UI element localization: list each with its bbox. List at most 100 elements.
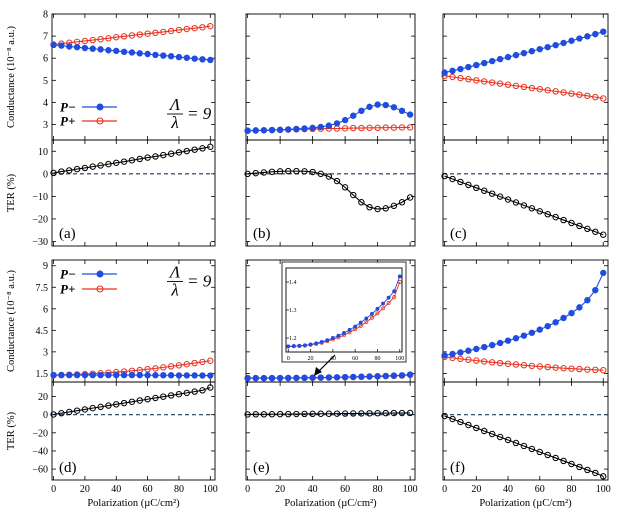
p-minus-series-point bbox=[449, 67, 456, 75]
p-minus-series-point bbox=[366, 103, 373, 111]
ter-series-point bbox=[481, 187, 488, 194]
p-minus-series-point bbox=[600, 269, 607, 277]
p-plus-series-point bbox=[160, 28, 167, 36]
inset-p-minus-series-point bbox=[397, 274, 402, 279]
p-minus-series-point bbox=[488, 57, 496, 65]
panel-row2-ter-col0: 200−20−40−600 20 40 60 80 100(d)Polarization … bbox=[32, 381, 218, 509]
inset-p-minus-series-point bbox=[347, 327, 352, 332]
p-minus-series-point bbox=[473, 345, 480, 353]
p-minus-series-point bbox=[58, 371, 65, 379]
inset-p-plus-series-point bbox=[364, 320, 369, 324]
ter-series-point bbox=[301, 410, 308, 418]
p-plus-series-point bbox=[144, 366, 151, 373]
ter-series-point bbox=[528, 445, 536, 453]
ter-series-point bbox=[512, 199, 520, 206]
p-minus-series-point bbox=[268, 126, 276, 134]
ter-series-point bbox=[536, 448, 543, 456]
p-minus-series-point bbox=[390, 372, 398, 379]
ter-series-point bbox=[160, 151, 167, 159]
p-minus-series-point bbox=[301, 125, 308, 132]
ter-series-point bbox=[301, 168, 308, 175]
p-minus-series-point bbox=[260, 374, 268, 382]
ter-series-point bbox=[252, 411, 259, 418]
inset-p-minus-series-point bbox=[308, 342, 313, 347]
inset-p-minus-series-point bbox=[297, 343, 302, 348]
inset-arrowhead bbox=[314, 367, 322, 376]
panel-row1-conductance-col0: 3 4 5 6 7 8 bbox=[43, 10, 216, 141]
x-tick-label: 60 bbox=[340, 484, 350, 495]
y-axis-label: Conductance (10⁻⁸ a.u.) bbox=[6, 26, 17, 128]
p-minus-series-point bbox=[350, 112, 357, 119]
ter-series-point bbox=[592, 469, 599, 477]
inset-p-plus-series-point bbox=[397, 280, 402, 284]
ter-series-point bbox=[199, 145, 206, 152]
panel-row1-conductance-col2 bbox=[441, 13, 609, 141]
p-minus-series-point bbox=[144, 372, 151, 379]
ter-series-point bbox=[58, 410, 65, 417]
p-minus-series-point bbox=[285, 126, 292, 133]
x-tick-label: 100 bbox=[203, 484, 218, 495]
p-minus-series-point bbox=[325, 122, 333, 129]
ter-series-point bbox=[81, 164, 89, 172]
ter-series-point bbox=[449, 175, 456, 183]
p-minus-series-point bbox=[50, 41, 57, 49]
ter-series-point bbox=[366, 204, 373, 211]
p-minus-series-point bbox=[191, 372, 198, 379]
ter-series-point bbox=[309, 410, 316, 418]
p-plus-series-point bbox=[592, 93, 599, 101]
p-minus-series-point bbox=[528, 329, 536, 336]
y-tick-label: 5 bbox=[43, 76, 48, 87]
ter-series-point bbox=[191, 146, 198, 153]
p-minus-series-point bbox=[584, 33, 591, 40]
p-plus-series-point bbox=[191, 359, 198, 367]
p-plus-series-point bbox=[199, 358, 206, 366]
p-minus-series-point bbox=[382, 372, 389, 380]
y-tick-label: 0 bbox=[43, 410, 48, 421]
p-minus-series-point bbox=[520, 49, 528, 57]
ter-series-point bbox=[152, 153, 159, 160]
x-tick-label: 40 bbox=[308, 484, 318, 495]
ter-series-point bbox=[488, 430, 496, 438]
p-plus-series-point bbox=[152, 29, 159, 36]
p-plus-series-point bbox=[175, 362, 183, 369]
ter-series-point bbox=[325, 173, 333, 180]
p-plus-series-point bbox=[520, 362, 528, 369]
ter-series-point bbox=[366, 410, 373, 417]
y-tick-label: −60 bbox=[32, 465, 48, 476]
p-plus-series-point bbox=[512, 82, 520, 90]
p-minus-series-point bbox=[366, 373, 373, 380]
ter-series-point bbox=[600, 473, 607, 480]
p-plus-series-point bbox=[465, 356, 472, 363]
p-minus-series-point bbox=[398, 372, 406, 379]
panel-label: (c) bbox=[450, 226, 467, 242]
x-tick-label: 20 bbox=[275, 484, 285, 495]
y-tick-label: −30 bbox=[32, 237, 48, 248]
ter-series-point bbox=[113, 401, 120, 408]
p-minus-series-point bbox=[374, 373, 381, 380]
p-plus-series-point bbox=[449, 73, 456, 81]
p-plus-series-point bbox=[504, 81, 512, 88]
ter-series-point bbox=[293, 167, 300, 175]
ter-series-line bbox=[444, 175, 604, 236]
ter-series-point bbox=[544, 211, 551, 218]
p-minus-series-point bbox=[244, 374, 251, 382]
p-minus-series-point bbox=[473, 61, 480, 69]
inset-x-tick-label: 80 bbox=[374, 356, 380, 362]
p-minus-series-point bbox=[441, 69, 448, 76]
p-plus-series-point bbox=[473, 357, 480, 364]
p-minus-series-point bbox=[544, 43, 551, 51]
ter-series-point bbox=[97, 162, 104, 169]
ter-series-point bbox=[317, 170, 324, 178]
p-minus-series-point bbox=[207, 372, 214, 379]
ter-series-point bbox=[120, 158, 128, 165]
p-plus-series-point bbox=[584, 366, 591, 373]
p-plus-series-point bbox=[584, 92, 591, 99]
panel-label: (e) bbox=[253, 460, 270, 476]
ter-series-point bbox=[66, 167, 73, 174]
p-plus-series-point bbox=[398, 124, 406, 131]
p-minus-series-point bbox=[350, 373, 357, 381]
p-plus-series-point bbox=[390, 124, 398, 131]
p-minus-series-point bbox=[568, 309, 575, 317]
ter-series-point bbox=[325, 410, 333, 417]
inset-p-minus-series-point bbox=[314, 341, 319, 346]
